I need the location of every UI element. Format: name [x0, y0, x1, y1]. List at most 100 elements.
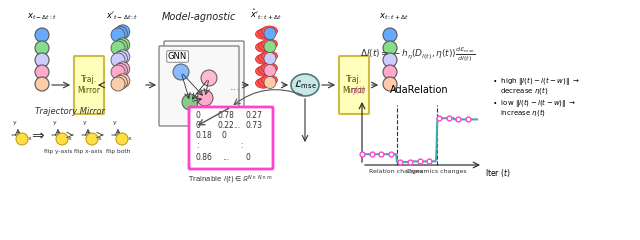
Circle shape: [111, 41, 125, 55]
Text: :: :: [240, 142, 243, 150]
Ellipse shape: [255, 78, 271, 88]
Circle shape: [111, 77, 125, 91]
FancyBboxPatch shape: [159, 46, 239, 126]
Circle shape: [16, 133, 28, 145]
Ellipse shape: [259, 53, 275, 63]
Text: 0.73: 0.73: [245, 121, 262, 131]
Circle shape: [113, 63, 127, 77]
Circle shape: [264, 77, 276, 89]
Circle shape: [383, 28, 397, 42]
Ellipse shape: [262, 75, 278, 85]
Text: 0.86: 0.86: [196, 154, 213, 162]
Ellipse shape: [259, 41, 275, 51]
Circle shape: [116, 50, 130, 64]
FancyBboxPatch shape: [339, 56, 369, 114]
Circle shape: [113, 51, 127, 66]
Circle shape: [113, 39, 127, 54]
Text: $x_{t:t+\Delta t}$: $x_{t:t+\Delta t}$: [379, 12, 409, 22]
Circle shape: [56, 133, 68, 145]
Text: flip y-axis: flip y-axis: [44, 149, 72, 154]
Ellipse shape: [259, 77, 275, 87]
Ellipse shape: [259, 65, 275, 75]
FancyBboxPatch shape: [164, 41, 244, 121]
Text: $\hat{x}'_{t:t+\Delta t}$: $\hat{x}'_{t:t+\Delta t}$: [250, 8, 282, 22]
Text: 0: 0: [222, 132, 227, 140]
Circle shape: [264, 41, 276, 53]
Circle shape: [116, 74, 130, 88]
Ellipse shape: [262, 63, 278, 73]
Text: Trajectory Mirror: Trajectory Mirror: [35, 107, 105, 116]
FancyBboxPatch shape: [189, 107, 273, 169]
Text: :: :: [196, 142, 198, 150]
Text: Dynamics changes: Dynamics changes: [407, 169, 467, 174]
Circle shape: [35, 28, 49, 42]
Ellipse shape: [255, 42, 271, 52]
Text: 0: 0: [245, 154, 250, 162]
Ellipse shape: [262, 51, 278, 61]
Text: ...: ...: [230, 82, 241, 92]
Circle shape: [111, 28, 125, 42]
Circle shape: [116, 133, 128, 145]
Text: ...: ...: [222, 154, 229, 162]
Text: 0.18: 0.18: [196, 132, 212, 140]
Circle shape: [113, 26, 127, 40]
Text: $\Delta l(t) = -h_{\eta}(D_{l(t)}, \eta(t)) \frac{d\mathcal{L}_{\mathrm{mse}}}{d: $\Delta l(t) = -h_{\eta}(D_{l(t)}, \eta(…: [360, 45, 476, 64]
Text: Traj.
Mirror: Traj. Mirror: [77, 75, 100, 95]
Circle shape: [173, 64, 189, 80]
Circle shape: [35, 41, 49, 55]
Text: ...: ...: [233, 121, 240, 131]
Text: y: y: [53, 120, 57, 125]
Text: $\eta(t)$: $\eta(t)$: [349, 84, 367, 97]
Text: Trainable $l(t) \in \mathbb{R}^{N\times N\times m}$: Trainable $l(t) \in \mathbb{R}^{N\times …: [188, 174, 273, 186]
Text: x: x: [68, 136, 72, 141]
Circle shape: [182, 94, 198, 110]
Circle shape: [383, 65, 397, 79]
Text: increase $\eta(t)$: increase $\eta(t)$: [500, 107, 546, 118]
Text: flip both: flip both: [106, 149, 130, 154]
Text: $\bullet$  high $\|l(t) - l(t-w)\|$ $\rightarrow$: $\bullet$ high $\|l(t) - l(t-w)\|$ $\rig…: [492, 75, 580, 87]
Text: 0.78: 0.78: [218, 112, 235, 120]
Text: x: x: [28, 136, 32, 141]
Circle shape: [111, 65, 125, 79]
Text: flip x-axis: flip x-axis: [74, 149, 102, 154]
Circle shape: [197, 90, 213, 106]
Circle shape: [264, 53, 276, 65]
Text: Iter $(t)$: Iter $(t)$: [485, 167, 511, 179]
Ellipse shape: [262, 26, 278, 36]
Circle shape: [264, 28, 276, 40]
Ellipse shape: [262, 39, 278, 49]
Circle shape: [111, 53, 125, 67]
Circle shape: [116, 38, 130, 52]
Text: 0: 0: [196, 121, 201, 131]
Text: 0.22: 0.22: [218, 121, 235, 131]
Circle shape: [35, 65, 49, 79]
FancyBboxPatch shape: [74, 56, 104, 114]
Circle shape: [116, 25, 130, 39]
Text: AdaRelation: AdaRelation: [390, 85, 449, 95]
Text: y: y: [113, 120, 117, 125]
Circle shape: [201, 70, 217, 86]
Ellipse shape: [255, 54, 271, 64]
Text: $x'_{t-\Delta t:t}$: $x'_{t-\Delta t:t}$: [106, 10, 138, 22]
Text: x: x: [98, 136, 102, 141]
Circle shape: [113, 75, 127, 90]
Circle shape: [35, 53, 49, 67]
Ellipse shape: [255, 66, 271, 76]
Text: $\bullet$  low $\|l(t) - l(t-w)\|$ $\rightarrow$: $\bullet$ low $\|l(t) - l(t-w)\|$ $\righ…: [492, 97, 576, 109]
Text: Traj.
Mirror: Traj. Mirror: [342, 75, 365, 95]
Text: GNN: GNN: [168, 52, 188, 61]
Circle shape: [264, 65, 276, 77]
Text: 0.27: 0.27: [245, 112, 262, 120]
Text: y: y: [13, 120, 17, 125]
Text: $\Rightarrow$: $\Rightarrow$: [29, 126, 47, 142]
Ellipse shape: [255, 29, 271, 39]
Circle shape: [35, 77, 49, 91]
Circle shape: [116, 62, 130, 76]
Circle shape: [383, 41, 397, 55]
Text: y: y: [83, 120, 87, 125]
Circle shape: [383, 53, 397, 67]
Text: Relation changes: Relation changes: [369, 169, 424, 174]
Text: Model-agnostic: Model-agnostic: [162, 12, 236, 22]
Ellipse shape: [291, 74, 319, 96]
Circle shape: [383, 77, 397, 91]
